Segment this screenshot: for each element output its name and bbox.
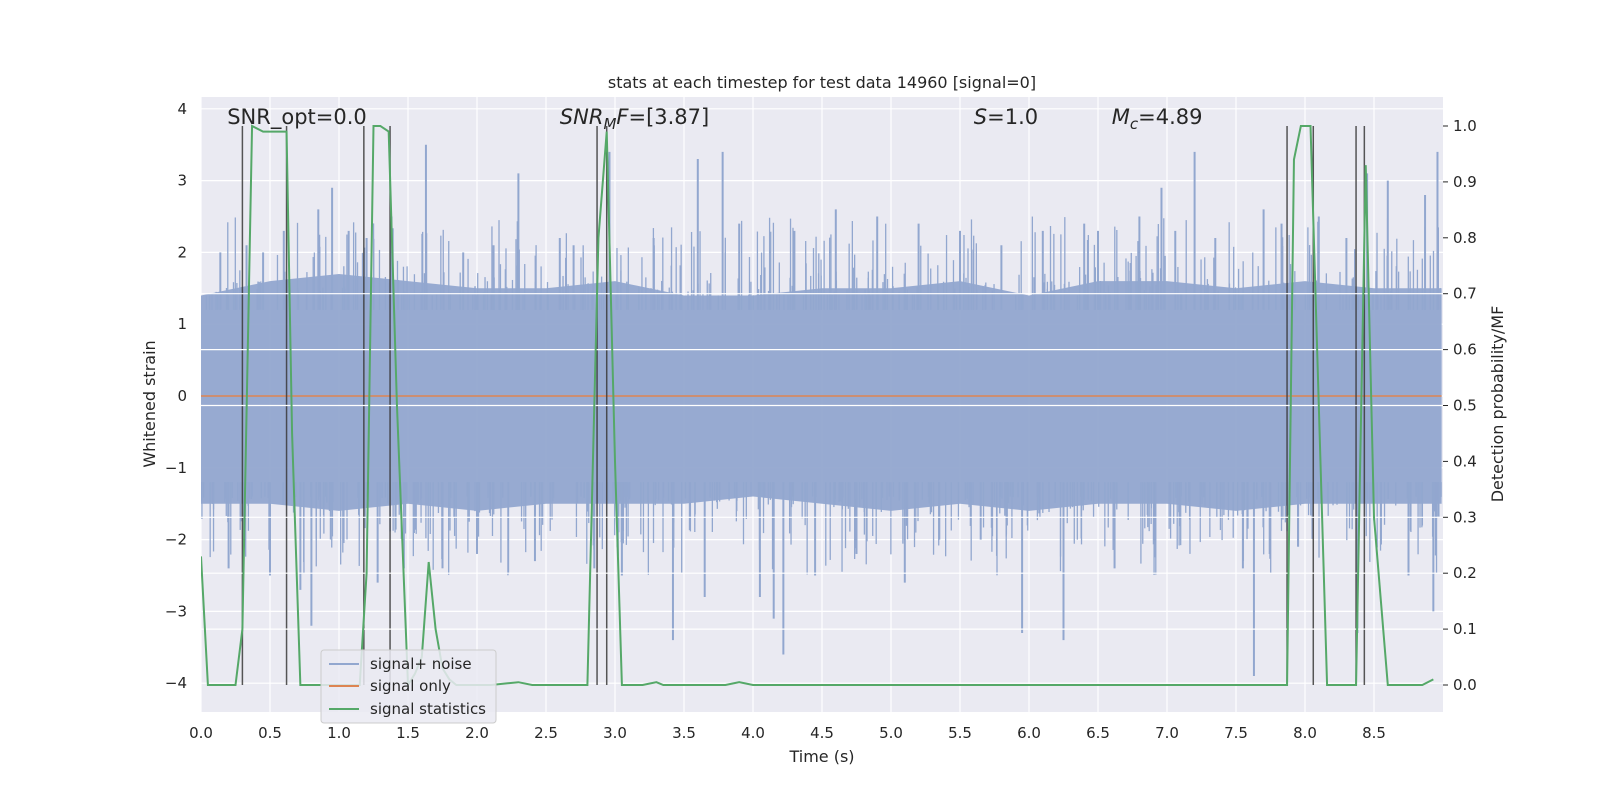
y-tick-labels: 4 3 2 1 0 −1 −2 −3 −4 <box>165 100 187 692</box>
x-tick-label: 5.5 <box>948 724 972 742</box>
y-tick-label: 1 <box>177 315 187 333</box>
y2-tick-label: 0.8 <box>1453 229 1477 247</box>
y2-tick-label: 0.7 <box>1453 285 1477 303</box>
x-axis-label: Time (s) <box>788 747 854 766</box>
y2-tick-label: 0.1 <box>1453 620 1477 638</box>
y2-tick-label: 0.2 <box>1453 564 1477 582</box>
x-tick-labels: 0.0 0.5 1.0 1.5 2.0 2.5 3.0 3.5 4.0 4.5 5.0 5.5 6.0 6… <box>189 724 1386 742</box>
x-tick-label: 3.0 <box>603 724 627 742</box>
y2-tick-label: 0.5 <box>1453 397 1477 415</box>
legend-box <box>320 649 497 724</box>
legend-label-signal-only: signal only <box>370 677 451 695</box>
x-tick-label: 6.0 <box>1017 724 1041 742</box>
y-tick-label: 3 <box>177 172 187 190</box>
y-tick-label: −1 <box>165 459 187 477</box>
x-tick-label: 2.5 <box>534 724 558 742</box>
y-tick-label: −4 <box>165 674 187 692</box>
x-tick-label: 7.0 <box>1155 724 1179 742</box>
y-tick-label: 4 <box>177 100 187 118</box>
legend-label-signal-noise: signal+ noise <box>370 655 472 673</box>
annotation-mc: Mc=4.89 <box>1112 105 1203 133</box>
x-tick-label: 6.5 <box>1086 724 1110 742</box>
annotation-snr-opt: SNR_opt=0.0 <box>227 105 367 130</box>
y-tick-label: −2 <box>165 531 187 549</box>
x-tick-label: 1.5 <box>396 724 420 742</box>
y2-tick-label: 0.9 <box>1453 173 1477 191</box>
x-tick-label: 7.5 <box>1224 724 1248 742</box>
chart-title: stats at each timestep for test data 149… <box>608 73 1036 92</box>
x-tick-label: 8.0 <box>1293 724 1317 742</box>
y-axis-label: Whitened strain <box>140 340 159 467</box>
annotation-s-stat: S=1.0 <box>974 105 1038 129</box>
x-tick-label: 8.5 <box>1362 724 1386 742</box>
y2-axis-label: Detection probability/MF <box>1488 306 1507 503</box>
y2-tick-labels: 1.0 0.9 0.8 0.7 0.6 0.5 0.4 0.3 0.2 0.1 0.0 <box>1443 117 1477 694</box>
series-signal-noise <box>201 144 1442 677</box>
x-tick-label: 4.5 <box>810 724 834 742</box>
legend: signal+ noise signal only signal statist… <box>320 649 497 724</box>
y2-tick-label: 0.3 <box>1453 508 1477 526</box>
series-signal-statistics <box>201 124 1434 689</box>
signal-statistics-line <box>201 124 1434 689</box>
legend-label-signal-statistics: signal statistics <box>370 700 486 718</box>
signal-noise-band <box>201 273 1442 511</box>
y2-tick-label: 0.4 <box>1453 452 1477 470</box>
x-tick-label: 5.0 <box>879 724 903 742</box>
right-axis-gridlines <box>201 293 1443 630</box>
y-tick-label: 0 <box>177 387 187 405</box>
x-tick-label: 4.0 <box>741 724 765 742</box>
y2-tick-label: 0.6 <box>1453 341 1477 359</box>
y-tick-label: −3 <box>165 602 187 620</box>
annotation-snr-mf: SNRMF=[3.87] <box>560 105 709 133</box>
annotations: SNR_opt=0.0 SNRMF=[3.87] S=1.0 Mc=4.89 <box>227 105 1202 133</box>
x-tick-label: 0.0 <box>189 724 213 742</box>
y2-tick-label: 1.0 <box>1453 117 1477 135</box>
y2-tick-label: 0.0 <box>1453 676 1477 694</box>
y-tick-label: 2 <box>177 243 187 261</box>
x-tick-label: 3.5 <box>672 724 696 742</box>
x-tick-label: 0.5 <box>258 724 282 742</box>
x-tick-label: 1.0 <box>327 724 351 742</box>
x-tick-label: 2.0 <box>465 724 489 742</box>
